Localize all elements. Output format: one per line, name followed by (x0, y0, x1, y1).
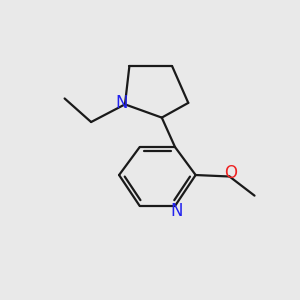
Text: N: N (170, 202, 183, 220)
Text: N: N (115, 94, 128, 112)
Text: O: O (224, 164, 238, 182)
